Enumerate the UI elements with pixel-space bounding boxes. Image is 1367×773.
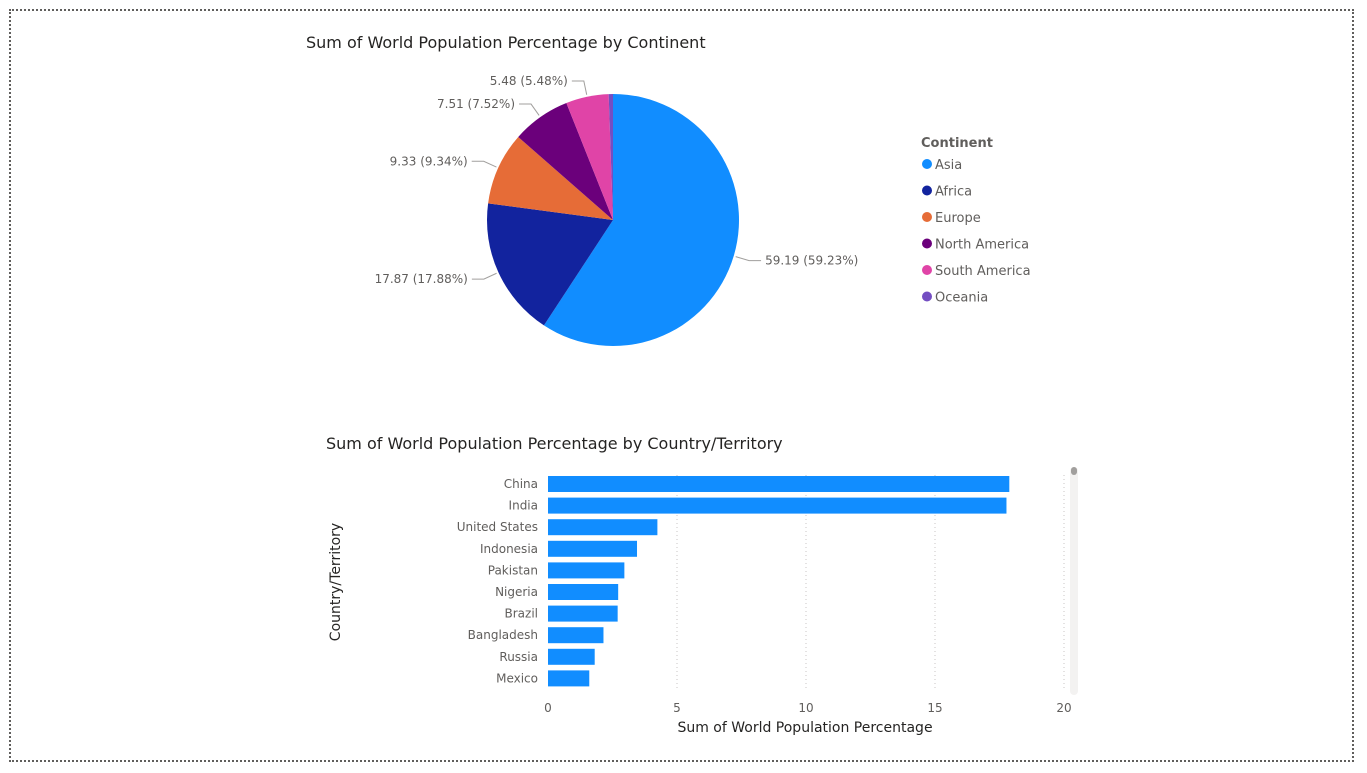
y-tick-label: Indonesia [480, 542, 538, 556]
pie-chart[interactable]: 59.19 (59.23%) 17.87 (17.88%) 9.33 (9.34%)… [0, 0, 1367, 420]
legend-item-south-america[interactable]: South America [935, 264, 1031, 279]
report-frame [9, 9, 1354, 762]
x-tick-label: 15 [927, 701, 942, 715]
pie-chart-title: Sum of World Population Percentage by Co… [306, 33, 706, 52]
legend-item-europe[interactable]: Europe [935, 211, 981, 226]
y-tick-label: Russia [499, 650, 538, 664]
x-tick-label: 20 [1056, 701, 1071, 715]
bar-india[interactable] [548, 497, 1007, 514]
y-tick-label: Bangladesh [468, 628, 538, 642]
pie-data-label: 9.33 (9.34%) [390, 154, 468, 168]
x-tick-label: 5 [673, 701, 681, 715]
pie-leader-line [471, 272, 497, 280]
legend-item-africa[interactable]: Africa [935, 185, 972, 200]
y-tick-label: Nigeria [495, 585, 538, 599]
pie-slice-south-america[interactable] [566, 94, 613, 220]
bar-china[interactable] [548, 476, 1010, 492]
y-tick-label: Brazil [505, 607, 539, 621]
legend-item-north-america[interactable]: North America [935, 238, 1029, 253]
legend-marker [922, 185, 932, 196]
y-tick-label: United States [457, 520, 538, 534]
pie-slice-africa[interactable] [486, 203, 613, 326]
pie-leader-line [735, 256, 762, 262]
scrollbar-thumb[interactable] [1071, 467, 1077, 475]
legend-title: Continent [921, 136, 993, 151]
bar-mexico[interactable] [548, 670, 590, 687]
pie-leader-line [519, 103, 540, 116]
pie-leader-line [471, 160, 497, 168]
legend-marker [922, 238, 932, 249]
pie-slice-north-america[interactable] [518, 102, 613, 220]
pie-data-label: 7.51 (7.52%) [437, 97, 515, 111]
y-tick-label: China [504, 477, 538, 491]
bar-indonesia[interactable] [548, 540, 638, 557]
y-tick-label: Mexico [496, 671, 538, 685]
x-tick-label: 0 [544, 701, 552, 715]
bar-chart-title: Sum of World Population Percentage by Co… [326, 434, 783, 453]
bar-pakistan[interactable] [548, 562, 625, 579]
scrollbar-track[interactable] [1070, 467, 1078, 695]
legend-marker [922, 291, 932, 302]
legend-marker [922, 159, 932, 169]
bar-brazil[interactable] [548, 605, 618, 622]
y-tick-label: India [509, 499, 538, 513]
legend-marker [922, 265, 932, 275]
pie-data-label: 5.48 (5.48%) [490, 74, 568, 88]
y-tick-label: Pakistan [488, 563, 538, 577]
pie-slice-oceania[interactable] [608, 94, 613, 220]
x-axis-title: Sum of World Population Percentage [677, 720, 932, 736]
pie-data-label: 59.19 (59.23%) [765, 254, 858, 268]
legend-item-oceania[interactable]: Oceania [935, 291, 988, 306]
legend-marker [922, 212, 932, 222]
legend-item-asia[interactable]: Asia [935, 158, 962, 173]
bar-russia[interactable] [548, 648, 595, 665]
pie-data-label: 17.87 (17.88%) [375, 272, 468, 286]
bar-nigeria[interactable] [548, 584, 619, 600]
pie-slice-europe[interactable] [488, 136, 613, 220]
bar-united-states[interactable] [548, 519, 658, 536]
pie-leader-line [571, 80, 588, 95]
x-tick-label: 10 [798, 701, 813, 715]
y-axis-title: Country/Territory [328, 523, 344, 641]
bar-bangladesh[interactable] [548, 627, 604, 644]
pie-slice-asia[interactable] [543, 94, 739, 346]
